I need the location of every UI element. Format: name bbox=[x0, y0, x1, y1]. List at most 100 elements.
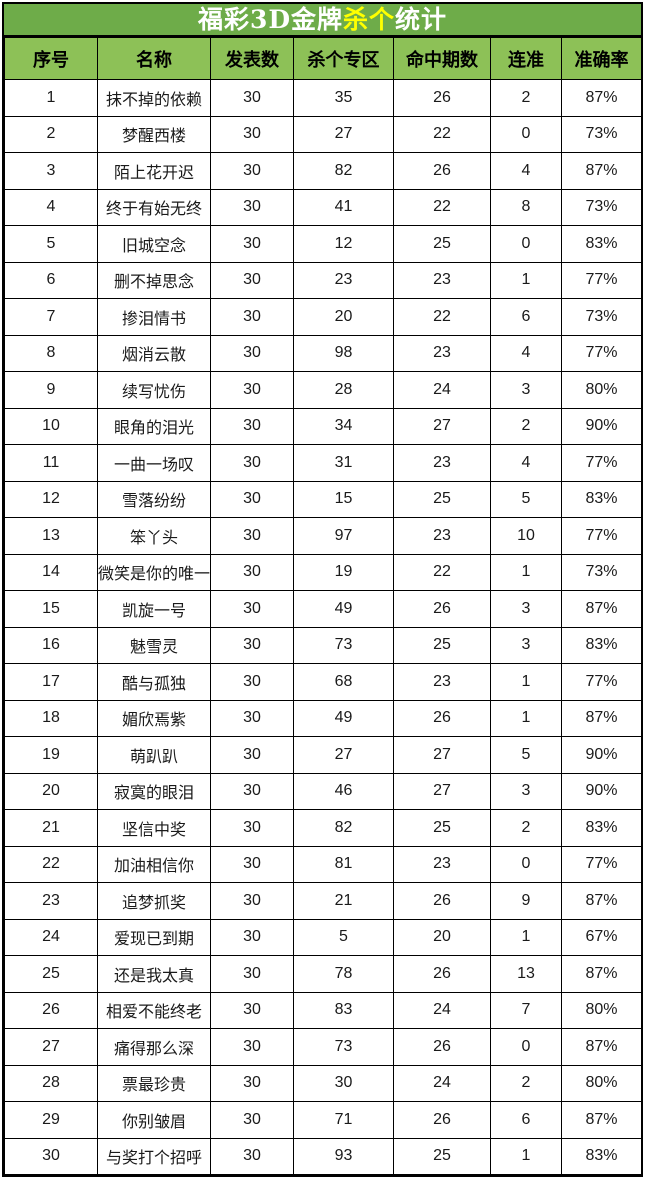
cell-published: 30 bbox=[210, 225, 294, 263]
cell-accuracy: 73% bbox=[561, 298, 642, 336]
cell-index: 27 bbox=[4, 1028, 98, 1066]
cell-published: 30 bbox=[210, 115, 294, 153]
cell-kill_zone: 93 bbox=[293, 1137, 394, 1175]
cell-published: 30 bbox=[210, 480, 294, 518]
table-row: 29 你别皱眉 30 71 26 6 87% bbox=[4, 1101, 642, 1139]
cell-kill_zone: 27 bbox=[293, 736, 394, 774]
cell-kill_zone: 82 bbox=[293, 152, 394, 190]
cell-kill_zone: 41 bbox=[293, 188, 394, 226]
table-row: 13 笨丫头 30 97 23 10 77% bbox=[4, 517, 642, 555]
cell-published: 30 bbox=[210, 699, 294, 737]
cell-published: 30 bbox=[210, 590, 294, 628]
cell-hit_periods: 26 bbox=[393, 152, 491, 190]
cell-hit_periods: 26 bbox=[393, 955, 491, 993]
cell-index: 17 bbox=[4, 663, 98, 701]
cell-accuracy: 83% bbox=[561, 809, 642, 847]
cell-streak: 4 bbox=[490, 152, 562, 190]
cell-index: 23 bbox=[4, 882, 98, 920]
cell-kill_zone: 98 bbox=[293, 334, 394, 372]
cell-accuracy: 90% bbox=[561, 407, 642, 445]
header-cell-hit_periods: 命中期数 bbox=[393, 37, 491, 80]
cell-hit_periods: 23 bbox=[393, 444, 491, 482]
title-prefix: 福彩3D金牌 bbox=[197, 5, 344, 34]
cell-kill_zone: 68 bbox=[293, 663, 394, 701]
cell-hit_periods: 24 bbox=[393, 991, 491, 1029]
cell-hit_periods: 26 bbox=[393, 590, 491, 628]
cell-accuracy: 83% bbox=[561, 480, 642, 518]
cell-streak: 8 bbox=[490, 188, 562, 226]
cell-name: 掺泪情书 bbox=[97, 298, 211, 336]
table-row: 15 凯旋一号 30 49 26 3 87% bbox=[4, 590, 642, 628]
cell-name: 凯旋一号 bbox=[97, 590, 211, 628]
cell-name: 烟消云散 bbox=[97, 334, 211, 372]
table-row: 19 萌趴趴 30 27 27 5 90% bbox=[4, 736, 642, 774]
cell-published: 30 bbox=[210, 918, 294, 956]
cell-streak: 10 bbox=[490, 517, 562, 555]
cell-accuracy: 83% bbox=[561, 626, 642, 664]
cell-accuracy: 87% bbox=[561, 152, 642, 190]
cell-kill_zone: 5 bbox=[293, 918, 394, 956]
cell-index: 18 bbox=[4, 699, 98, 737]
cell-streak: 4 bbox=[490, 444, 562, 482]
cell-name: 票最珍贵 bbox=[97, 1064, 211, 1102]
cell-accuracy: 77% bbox=[561, 663, 642, 701]
cell-index: 30 bbox=[4, 1137, 98, 1175]
cell-name: 你别皱眉 bbox=[97, 1101, 211, 1139]
cell-name: 追梦抓奖 bbox=[97, 882, 211, 920]
cell-hit_periods: 26 bbox=[393, 79, 491, 117]
cell-kill_zone: 15 bbox=[293, 480, 394, 518]
cell-published: 30 bbox=[210, 955, 294, 993]
cell-published: 30 bbox=[210, 553, 294, 591]
cell-name: 终于有始无终 bbox=[97, 188, 211, 226]
cell-name: 与奖打个招呼 bbox=[97, 1137, 211, 1175]
cell-accuracy: 87% bbox=[561, 882, 642, 920]
table-row: 28 票最珍贵 30 30 24 2 80% bbox=[4, 1064, 642, 1102]
cell-index: 16 bbox=[4, 626, 98, 664]
cell-name: 陌上花开迟 bbox=[97, 152, 211, 190]
cell-accuracy: 87% bbox=[561, 79, 642, 117]
cell-published: 30 bbox=[210, 882, 294, 920]
cell-kill_zone: 20 bbox=[293, 298, 394, 336]
cell-name: 笨丫头 bbox=[97, 517, 211, 555]
cell-published: 30 bbox=[210, 845, 294, 883]
cell-accuracy: 87% bbox=[561, 955, 642, 993]
cell-published: 30 bbox=[210, 261, 294, 299]
cell-kill_zone: 30 bbox=[293, 1064, 394, 1102]
cell-accuracy: 87% bbox=[561, 699, 642, 737]
cell-hit_periods: 26 bbox=[393, 1101, 491, 1139]
table-row: 24 爱现已到期 30 5 20 1 67% bbox=[4, 918, 642, 956]
cell-streak: 9 bbox=[490, 882, 562, 920]
header-cell-accuracy: 准确率 bbox=[561, 37, 642, 80]
cell-name: 相爱不能终老 bbox=[97, 991, 211, 1029]
cell-kill_zone: 71 bbox=[293, 1101, 394, 1139]
cell-index: 26 bbox=[4, 991, 98, 1029]
cell-streak: 2 bbox=[490, 79, 562, 117]
cell-published: 30 bbox=[210, 772, 294, 810]
cell-hit_periods: 26 bbox=[393, 1028, 491, 1066]
cell-streak: 0 bbox=[490, 225, 562, 263]
cell-published: 30 bbox=[210, 663, 294, 701]
table-row: 17 酷与孤独 30 68 23 1 77% bbox=[4, 663, 642, 701]
cell-name: 痛得那么深 bbox=[97, 1028, 211, 1066]
table-row: 8 烟消云散 30 98 23 4 77% bbox=[4, 334, 642, 372]
cell-index: 15 bbox=[4, 590, 98, 628]
cell-streak: 2 bbox=[490, 1064, 562, 1102]
cell-accuracy: 83% bbox=[561, 225, 642, 263]
cell-accuracy: 87% bbox=[561, 590, 642, 628]
cell-index: 11 bbox=[4, 444, 98, 482]
cell-hit_periods: 20 bbox=[393, 918, 491, 956]
cell-index: 22 bbox=[4, 845, 98, 883]
cell-hit_periods: 27 bbox=[393, 736, 491, 774]
cell-streak: 3 bbox=[490, 772, 562, 810]
header-cell-published: 发表数 bbox=[210, 37, 294, 80]
cell-hit_periods: 27 bbox=[393, 772, 491, 810]
cell-hit_periods: 23 bbox=[393, 845, 491, 883]
cell-kill_zone: 83 bbox=[293, 991, 394, 1029]
cell-kill_zone: 82 bbox=[293, 809, 394, 847]
cell-streak: 2 bbox=[490, 809, 562, 847]
header-row: 序号 名称 发表数 杀个专区 命中期数 连准 准确率 bbox=[4, 37, 642, 80]
cell-accuracy: 73% bbox=[561, 553, 642, 591]
table-row: 4 终于有始无终 30 41 22 8 73% bbox=[4, 188, 642, 226]
cell-accuracy: 90% bbox=[561, 736, 642, 774]
cell-name: 旧城空念 bbox=[97, 225, 211, 263]
